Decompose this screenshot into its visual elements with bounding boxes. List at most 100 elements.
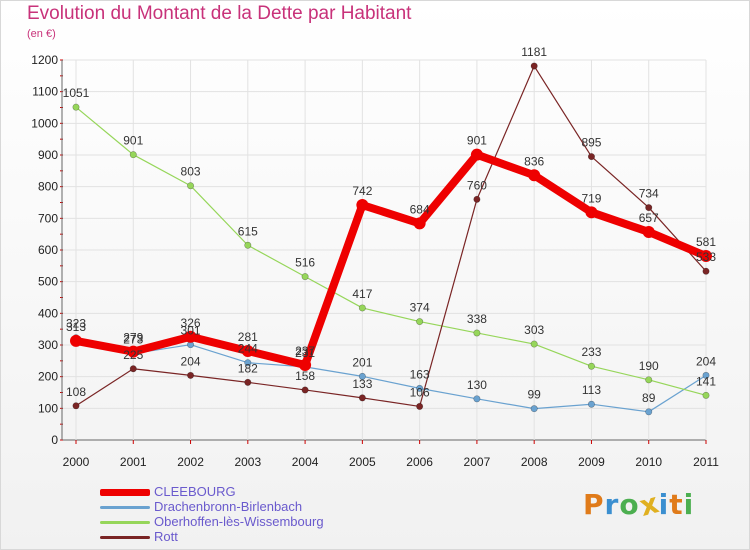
data-label-rott-2008: 1181 bbox=[521, 45, 547, 59]
point-cleebourg-2009 bbox=[585, 206, 598, 219]
legend-swatch-rott bbox=[100, 536, 150, 539]
legend-swatch-cleebourg bbox=[100, 489, 150, 496]
point-oberhoffen-les-wissembourg-2007 bbox=[473, 329, 481, 337]
y-tick-label-1200: 1200 bbox=[31, 53, 58, 67]
data-label-cleebourg-2002: 326 bbox=[181, 316, 201, 330]
legend-swatch-drachenbronn bbox=[100, 506, 150, 509]
data-label-cleebourg-2007: 901 bbox=[467, 134, 487, 148]
point-cleebourg-2002 bbox=[184, 330, 197, 343]
point-rott-2001 bbox=[129, 365, 137, 373]
legend-label-oberhoffen: Oberhoffen-lès-Wissembourg bbox=[154, 514, 324, 529]
data-label-cleebourg-2009: 719 bbox=[581, 191, 601, 205]
point-rott-2009 bbox=[587, 153, 595, 161]
y-tick-label-1000: 1000 bbox=[31, 116, 58, 130]
y-tick-label-800: 800 bbox=[38, 180, 58, 194]
data-label-rott-2010: 734 bbox=[639, 187, 659, 201]
data-label-rott-2009: 895 bbox=[581, 136, 601, 150]
point-rott-2004 bbox=[301, 386, 309, 394]
point-drachenbronn-birlenbach-2007 bbox=[473, 395, 481, 403]
data-label-oberhoffen-les-wissembourg-2004: 516 bbox=[295, 256, 315, 270]
data-label-cleebourg-2000: 313 bbox=[66, 320, 86, 334]
point-rott-2005 bbox=[358, 394, 366, 402]
point-rott-2006 bbox=[416, 402, 424, 410]
data-label-cleebourg-2006: 684 bbox=[410, 202, 430, 216]
point-rott-2007 bbox=[473, 195, 481, 203]
x-tick-label-2007: 2007 bbox=[464, 455, 491, 469]
data-label-oberhoffen-les-wissembourg-2010: 190 bbox=[639, 359, 659, 373]
logo-letter: i bbox=[658, 488, 670, 521]
point-cleebourg-2007 bbox=[470, 148, 483, 161]
point-rott-2000 bbox=[72, 402, 80, 410]
unit-label: (en €) bbox=[27, 28, 56, 40]
data-label-cleebourg-2004: 237 bbox=[295, 344, 315, 358]
point-oberhoffen-les-wissembourg-2008 bbox=[530, 340, 538, 348]
legend-swatch-oberhoffen bbox=[100, 521, 150, 524]
x-tick-label-2000: 2000 bbox=[63, 455, 90, 469]
point-cleebourg-2004 bbox=[299, 358, 312, 371]
point-oberhoffen-les-wissembourg-2004 bbox=[301, 273, 309, 281]
data-label-cleebourg-2005: 742 bbox=[352, 184, 372, 198]
data-label-oberhoffen-les-wissembourg-2002: 803 bbox=[181, 165, 201, 179]
point-cleebourg-2010 bbox=[642, 225, 655, 238]
data-label-drachenbronn-birlenbach-2009: 113 bbox=[582, 383, 601, 397]
logo-letter: o bbox=[619, 488, 640, 521]
logo-letter: i bbox=[683, 488, 695, 521]
series-oberhoffen-les-wissembourg bbox=[72, 103, 710, 399]
y-tick-label-600: 600 bbox=[38, 243, 58, 257]
y-tick-label-500: 500 bbox=[38, 275, 58, 289]
data-labels: 323 273 301 244 231 201 163 130 99 113 89 204 1051 90… bbox=[63, 45, 717, 405]
data-label-oberhoffen-les-wissembourg-2008: 303 bbox=[524, 323, 544, 337]
x-tick-label-2009: 2009 bbox=[578, 455, 605, 469]
data-label-oberhoffen-les-wissembourg-2011: 141 bbox=[696, 374, 716, 388]
point-drachenbronn-birlenbach-2009 bbox=[587, 400, 595, 408]
proxiti-logo: Proxiti bbox=[583, 486, 695, 523]
x-tick-label-2002: 2002 bbox=[177, 455, 204, 469]
data-label-drachenbronn-birlenbach-2007: 130 bbox=[467, 378, 487, 392]
x-tick-label-2011: 2011 bbox=[693, 455, 719, 469]
point-drachenbronn-birlenbach-2006 bbox=[416, 384, 424, 392]
data-label-drachenbronn-birlenbach-2004: 231 bbox=[295, 346, 315, 360]
point-drachenbronn-birlenbach-2003 bbox=[244, 359, 252, 367]
point-oberhoffen-les-wissembourg-2006 bbox=[416, 318, 424, 326]
data-label-drachenbronn-birlenbach-2003: 244 bbox=[238, 342, 258, 356]
point-oberhoffen-les-wissembourg-2003 bbox=[244, 241, 252, 249]
data-label-rott-2007: 760 bbox=[467, 178, 487, 192]
legend-label-cleebourg: CLEEBOURG bbox=[154, 484, 236, 499]
data-label-oberhoffen-les-wissembourg-2006: 374 bbox=[410, 301, 430, 315]
axes: 0 100 200 300 400 500 600 700 800 900 1000 1100 1200… bbox=[31, 53, 719, 469]
data-label-rott-2011: 533 bbox=[696, 250, 716, 264]
data-label-oberhoffen-les-wissembourg-2001: 901 bbox=[123, 134, 143, 148]
x-tick-label-2008: 2008 bbox=[521, 455, 548, 469]
data-label-drachenbronn-birlenbach-2011: 204 bbox=[696, 354, 716, 368]
data-label-rott-2006: 106 bbox=[410, 385, 430, 399]
point-drachenbronn-birlenbach-2010 bbox=[645, 408, 653, 416]
x-tick-label-2006: 2006 bbox=[406, 455, 433, 469]
point-drachenbronn-birlenbach-2008 bbox=[530, 405, 538, 413]
series-cleebourg bbox=[70, 148, 712, 371]
data-label-drachenbronn-birlenbach-2005: 201 bbox=[352, 355, 372, 369]
data-label-drachenbronn-birlenbach-2010: 89 bbox=[642, 391, 656, 405]
gridlines bbox=[62, 59, 707, 441]
point-cleebourg-2000 bbox=[70, 334, 82, 347]
data-label-rott-2000: 108 bbox=[66, 385, 86, 399]
point-rott-2008 bbox=[530, 62, 538, 70]
point-rott-2002 bbox=[187, 371, 195, 379]
logo-letter: r bbox=[604, 488, 620, 521]
point-oberhoffen-les-wissembourg-2005 bbox=[358, 304, 366, 312]
data-label-cleebourg-2010: 657 bbox=[639, 211, 659, 225]
point-oberhoffen-les-wissembourg-2002 bbox=[187, 182, 195, 190]
data-label-rott-2002: 204 bbox=[181, 354, 201, 368]
x-tick-label-2001: 2001 bbox=[120, 455, 147, 469]
y-tick-label-300: 300 bbox=[38, 338, 58, 352]
data-label-cleebourg-2001: 279 bbox=[123, 331, 143, 345]
logo-letter: P bbox=[583, 488, 605, 521]
chart-title: Evolution du Montant de la Dette par Hab… bbox=[27, 3, 412, 24]
data-label-rott-2004: 158 bbox=[295, 369, 315, 383]
data-label-cleebourg-2011: 581 bbox=[696, 235, 716, 249]
point-drachenbronn-birlenbach-2011 bbox=[702, 371, 710, 379]
data-label-cleebourg-2008: 836 bbox=[524, 154, 544, 168]
data-label-rott-2005: 133 bbox=[352, 377, 372, 391]
series-line-cleebourg bbox=[72, 150, 710, 369]
data-label-rott-2003: 182 bbox=[238, 361, 258, 375]
